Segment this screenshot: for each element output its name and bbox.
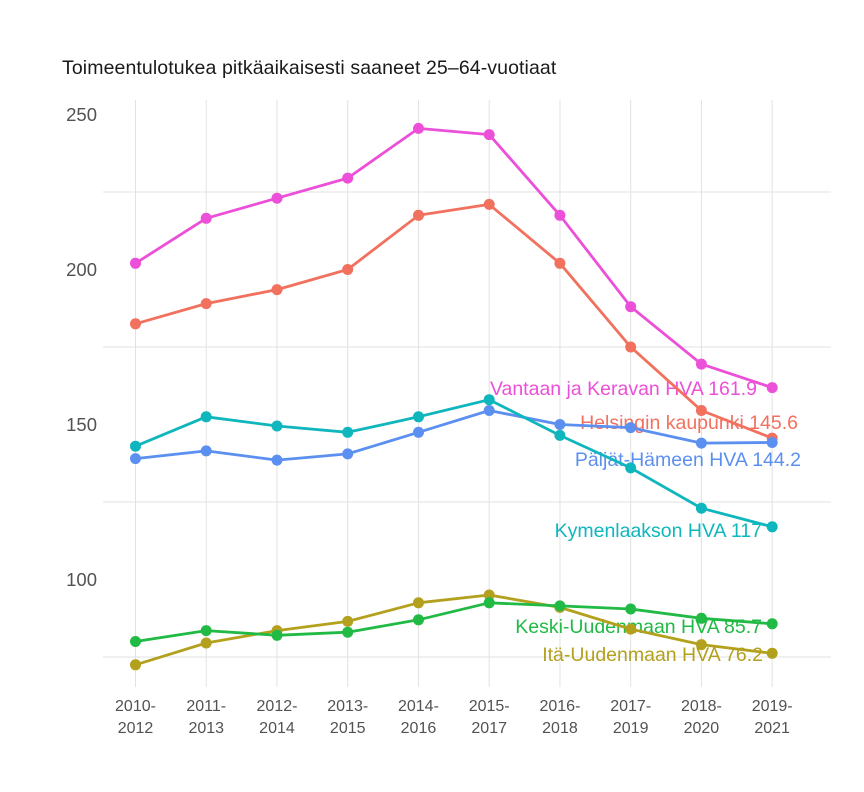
data-point[interactable] bbox=[483, 589, 495, 601]
x-axis-tick-label-line2: 2012 bbox=[118, 720, 154, 737]
data-point[interactable] bbox=[554, 257, 566, 269]
x-axis-tick-label-line2: 2019 bbox=[613, 720, 649, 737]
data-point[interactable] bbox=[483, 394, 495, 406]
data-point[interactable] bbox=[342, 615, 354, 627]
series-inline-label: Kymenlaakson HVA 117 bbox=[555, 520, 762, 542]
data-point[interactable] bbox=[695, 358, 707, 370]
series-line bbox=[134, 409, 774, 462]
data-point[interactable] bbox=[413, 614, 424, 626]
x-axis-tick-label-line1: 2012- bbox=[257, 698, 298, 715]
data-point[interactable] bbox=[271, 629, 283, 641]
series-inline-label: Itä-Uudenmaan HVA 76.2 bbox=[542, 644, 763, 666]
data-point[interactable] bbox=[483, 198, 495, 210]
data-point[interactable] bbox=[342, 448, 354, 460]
data-point[interactable] bbox=[695, 639, 707, 651]
x-axis-tick-label-line2: 2021 bbox=[754, 720, 790, 737]
data-point[interactable] bbox=[766, 382, 778, 394]
data-point[interactable] bbox=[413, 426, 424, 438]
x-axis-tick-label-line2: 2013 bbox=[188, 720, 224, 737]
data-point[interactable] bbox=[130, 659, 141, 671]
data-point[interactable] bbox=[625, 341, 637, 353]
data-point[interactable] bbox=[130, 636, 141, 647]
data-point[interactable] bbox=[130, 440, 141, 452]
data-point[interactable] bbox=[200, 298, 212, 310]
data-point[interactable] bbox=[130, 257, 141, 269]
data-point[interactable] bbox=[695, 502, 707, 514]
data-point[interactable] bbox=[271, 454, 283, 466]
data-point[interactable] bbox=[766, 521, 778, 533]
x-axis-tick-label-line2: 2016 bbox=[401, 720, 437, 737]
data-point[interactable] bbox=[271, 420, 283, 432]
data-point[interactable] bbox=[554, 419, 566, 430]
y-axis-tick-label: 150 bbox=[66, 414, 97, 435]
data-point[interactable] bbox=[625, 462, 637, 474]
data-point[interactable] bbox=[625, 301, 637, 313]
data-point[interactable] bbox=[483, 129, 495, 141]
data-point[interactable] bbox=[625, 623, 637, 635]
data-point[interactable] bbox=[200, 445, 212, 457]
x-axis-tick-label-line1: 2017- bbox=[610, 698, 651, 715]
data-point[interactable] bbox=[342, 172, 354, 184]
data-point[interactable] bbox=[554, 600, 566, 612]
x-axis-tick-label-line2: 2018 bbox=[542, 720, 578, 737]
data-point[interactable] bbox=[625, 422, 637, 434]
data-point[interactable] bbox=[200, 212, 212, 224]
data-point[interactable] bbox=[625, 603, 637, 615]
data-point[interactable] bbox=[342, 426, 354, 438]
data-point[interactable] bbox=[130, 453, 141, 465]
data-point[interactable] bbox=[200, 411, 212, 423]
data-point[interactable] bbox=[695, 437, 707, 449]
data-point[interactable] bbox=[695, 612, 707, 624]
x-axis-tick-label-line1: 2015- bbox=[469, 698, 510, 715]
series-line bbox=[134, 203, 774, 440]
data-point[interactable] bbox=[483, 597, 495, 609]
data-point[interactable] bbox=[342, 264, 354, 275]
data-point[interactable] bbox=[200, 625, 212, 637]
x-axis-tick-label-line2: 2020 bbox=[684, 720, 720, 737]
y-axis-tick-label: 200 bbox=[66, 259, 97, 280]
data-point[interactable] bbox=[271, 284, 283, 296]
data-point[interactable] bbox=[413, 209, 424, 221]
data-point[interactable] bbox=[413, 122, 424, 134]
data-point[interactable] bbox=[271, 192, 283, 204]
data-point[interactable] bbox=[554, 209, 566, 221]
data-point[interactable] bbox=[483, 405, 495, 416]
data-point[interactable] bbox=[695, 405, 707, 416]
series-inline-label: Vantaan ja Keravan HVA 161.9 bbox=[490, 378, 757, 400]
data-point[interactable] bbox=[766, 618, 778, 630]
data-point[interactable] bbox=[342, 626, 354, 638]
y-axis-tick-label: 100 bbox=[66, 569, 97, 590]
data-point[interactable] bbox=[130, 318, 141, 330]
x-axis-tick-label-line1: 2014- bbox=[398, 698, 439, 715]
series-line bbox=[134, 593, 774, 667]
x-axis-tick-label-line1: 2013- bbox=[327, 698, 368, 715]
data-point[interactable] bbox=[413, 597, 424, 609]
series-inline-label: Helsingin kaupunki 145.6 bbox=[580, 412, 798, 434]
series-line bbox=[134, 398, 774, 529]
series-line bbox=[134, 601, 774, 643]
data-point[interactable] bbox=[766, 437, 778, 448]
data-point[interactable] bbox=[413, 411, 424, 423]
x-axis-tick-label-line1: 2018- bbox=[681, 698, 722, 715]
x-axis-tick-label-line1: 2016- bbox=[539, 698, 580, 715]
x-axis-tick-label-line2: 2014 bbox=[259, 720, 295, 737]
x-axis-tick-label-line2: 2017 bbox=[471, 720, 507, 737]
x-axis-tick-label-line1: 2011- bbox=[186, 698, 226, 715]
data-point[interactable] bbox=[554, 429, 566, 441]
x-axis-tick-label-line1: 2010- bbox=[115, 698, 156, 715]
data-point[interactable] bbox=[200, 637, 212, 649]
y-axis-tick-label: 250 bbox=[66, 104, 97, 125]
x-axis-tick-label-line2: 2015 bbox=[330, 720, 366, 737]
chart-title: Toimeentulotukea pitkäaikaisesti saaneet… bbox=[62, 57, 557, 79]
data-point[interactable] bbox=[766, 647, 778, 659]
series-inline-label: Päijät-Hämeen HVA 144.2 bbox=[575, 449, 801, 471]
x-axis-tick-label-line1: 2019- bbox=[752, 698, 793, 715]
series-line bbox=[134, 127, 774, 389]
